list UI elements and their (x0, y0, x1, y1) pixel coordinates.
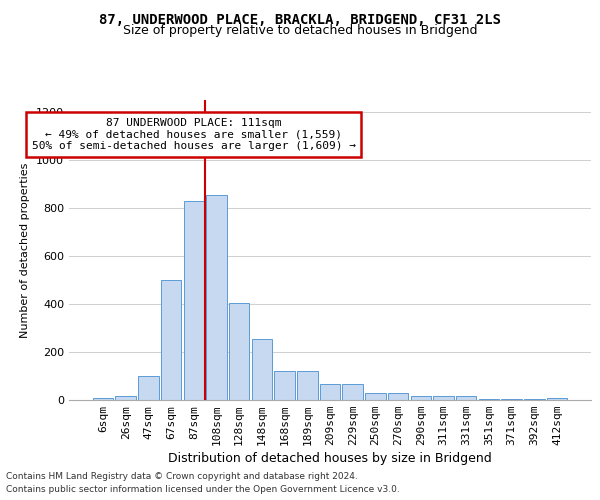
Text: Contains public sector information licensed under the Open Government Licence v3: Contains public sector information licen… (6, 485, 400, 494)
Bar (229, 303, 250, 400)
Bar (343, 384, 363, 400)
Text: Size of property relative to detached houses in Bridgend: Size of property relative to detached ho… (123, 24, 477, 37)
Y-axis label: Number of detached properties: Number of detached properties (20, 162, 31, 338)
Bar (184, 201, 204, 400)
Bar (115, 396, 136, 400)
Bar (524, 399, 545, 400)
Text: 87 UNDERWOOD PLACE: 111sqm
← 49% of detached houses are smaller (1,559)
50% of s: 87 UNDERWOOD PLACE: 111sqm ← 49% of deta… (32, 118, 356, 151)
Text: Contains HM Land Registry data © Crown copyright and database right 2024.: Contains HM Land Registry data © Crown c… (6, 472, 358, 481)
Bar (93, 398, 113, 400)
Bar (456, 396, 476, 400)
Bar (502, 399, 522, 400)
Bar (320, 384, 340, 400)
Bar (388, 393, 409, 400)
Bar (365, 393, 386, 400)
Text: 87, UNDERWOOD PLACE, BRACKLA, BRIDGEND, CF31 2LS: 87, UNDERWOOD PLACE, BRACKLA, BRIDGEND, … (99, 12, 501, 26)
X-axis label: Distribution of detached houses by size in Bridgend: Distribution of detached houses by size … (168, 452, 492, 466)
Bar (251, 339, 272, 400)
Bar (138, 376, 158, 400)
Bar (274, 371, 295, 400)
Bar (479, 399, 499, 400)
Bar (547, 398, 567, 400)
Bar (433, 396, 454, 400)
Bar (410, 396, 431, 400)
Bar (297, 371, 317, 400)
Bar (161, 280, 181, 400)
Bar (206, 195, 227, 400)
